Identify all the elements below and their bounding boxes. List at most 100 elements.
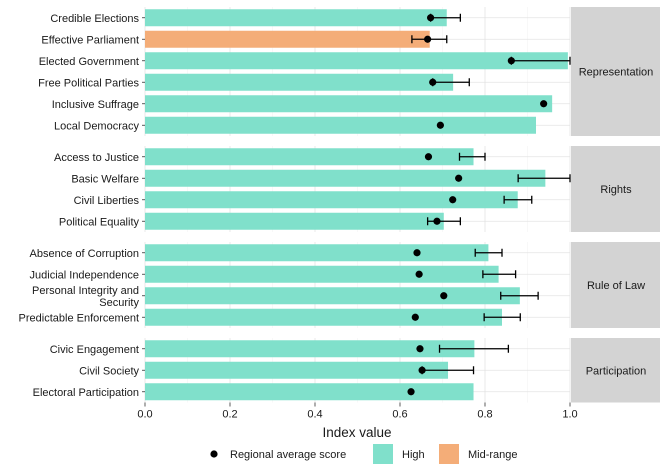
legend-item-regional-average-score: Regional average score — [210, 449, 346, 461]
x-tick-label: 0.2 — [222, 409, 237, 421]
y-tick-label: Local Democracy — [54, 120, 139, 132]
avg-point-personal-integrity-and-security — [440, 292, 448, 300]
bar-effective-parliament — [145, 30, 430, 48]
legend-label: Regional average score — [230, 449, 346, 461]
y-tick-label: Absence of Corruption — [30, 248, 139, 260]
y-tick-label: Civic Engagement — [50, 344, 139, 356]
bar-electoral-participation — [145, 383, 474, 401]
avg-point-free-political-parties — [429, 78, 437, 86]
avg-point-civil-society — [418, 366, 426, 374]
bar-judicial-independence — [145, 265, 499, 283]
avg-point-predictable-enforcement — [411, 313, 419, 321]
y-tick-label: Personal Integrity and Security — [32, 285, 140, 309]
row-personal-integrity-and-security: Personal Integrity and Security — [32, 285, 570, 309]
bar-civic-engagement — [145, 340, 475, 358]
row-free-political-parties: Free Political Parties — [38, 73, 570, 91]
y-tick-label: Basic Welfare — [71, 173, 139, 185]
bar-civil-society — [145, 361, 449, 379]
y-tick-label: Judicial Independence — [30, 269, 139, 281]
y-tick-label: Inclusive Suffrage — [52, 99, 139, 111]
facet-strip-label: Rule of Law — [587, 280, 645, 292]
bar-personal-integrity-and-security — [145, 287, 520, 305]
avg-point-basic-welfare — [455, 174, 463, 182]
x-tick-label: 1.0 — [562, 409, 577, 421]
y-tick-label: Predictable Enforcement — [19, 312, 139, 324]
bar-predictable-enforcement — [145, 308, 502, 326]
panel-participation: Civic Engagement Civil Society Electoral P… — [33, 338, 660, 403]
panel-rule-of-law: Absence of Corruption Judicial Independen… — [19, 242, 660, 328]
row-civic-engagement: Civic Engagement — [50, 340, 570, 358]
x-tick-label: 0.4 — [307, 409, 322, 421]
y-tick-label: Free Political Parties — [38, 77, 139, 89]
avg-point-civic-engagement — [416, 345, 424, 353]
bar-absence-of-corruption — [145, 244, 489, 262]
y-tick-label: Civil Liberties — [74, 195, 140, 207]
x-tick-label: 0.0 — [137, 409, 152, 421]
facet-strip — [571, 146, 660, 232]
chart-panels: Credible Elections Effective Parliament El… — [19, 7, 660, 403]
panel-rights: Access to Justice Basic Welfare Civil Libe… — [54, 146, 660, 232]
y-tick-label: Electoral Participation — [33, 387, 139, 399]
legend: Regional average score High Mid-range — [210, 444, 518, 464]
x-axis: 0.0 0.2 0.4 0.6 0.8 1.0 — [137, 402, 578, 421]
y-tick-label: Credible Elections — [50, 13, 139, 25]
legend-key-point — [210, 450, 218, 458]
facet-strip — [571, 7, 660, 136]
bar-basic-welfare — [145, 169, 546, 187]
x-tick-label: 0.8 — [477, 409, 492, 421]
row-electoral-participation: Electoral Participation — [33, 383, 570, 401]
y-tick-label: Elected Government — [39, 56, 139, 68]
row-absence-of-corruption: Absence of Corruption — [30, 244, 570, 262]
bar-credible-elections — [145, 9, 447, 27]
row-judicial-independence: Judicial Independence — [30, 265, 570, 283]
avg-point-local-democracy — [436, 121, 444, 129]
legend-item-high: High — [373, 444, 425, 464]
row-access-to-justice: Access to Justice — [54, 148, 570, 166]
bar-inclusive-suffrage — [145, 95, 553, 113]
legend-key-fill — [439, 444, 459, 464]
x-axis-label: Index value — [322, 425, 391, 440]
row-civil-society: Civil Society — [79, 361, 570, 379]
facet-strip — [571, 338, 660, 403]
facet-strip-label: Representation — [579, 67, 654, 79]
row-credible-elections: Credible Elections — [50, 9, 570, 27]
bar-local-democracy — [145, 116, 536, 134]
avg-point-access-to-justice — [424, 153, 433, 161]
bar-political-equality — [145, 212, 444, 230]
avg-point-judicial-independence — [415, 270, 423, 278]
y-tick-label: Effective Parliament — [41, 34, 139, 46]
legend-item-mid-range: Mid-range — [439, 444, 518, 464]
row-elected-government: Elected Government — [39, 52, 571, 70]
legend-label: High — [402, 449, 425, 461]
bar-civil-liberties — [145, 191, 518, 209]
facet-strip-label: Rights — [600, 184, 632, 196]
bar-access-to-justice — [145, 148, 474, 166]
row-inclusive-suffrage: Inclusive Suffrage — [52, 95, 570, 113]
bar-free-political-parties — [145, 73, 454, 91]
avg-point-political-equality — [433, 217, 441, 225]
avg-point-absence-of-corruption — [413, 249, 421, 257]
avg-point-inclusive-suffrage — [540, 100, 548, 108]
row-basic-welfare: Basic Welfare — [71, 169, 571, 187]
x-tick-label: 0.6 — [392, 409, 407, 421]
row-local-democracy: Local Democracy — [54, 116, 570, 134]
avg-point-elected-government — [507, 57, 515, 65]
facet-strip-label: Participation — [586, 365, 647, 377]
avg-point-electoral-participation — [407, 388, 415, 396]
y-tick-label: Civil Society — [79, 365, 139, 377]
bar-elected-government — [145, 52, 568, 70]
avg-point-effective-parliament — [424, 35, 432, 43]
row-predictable-enforcement: Predictable Enforcement — [19, 308, 570, 326]
row-civil-liberties: Civil Liberties — [74, 191, 570, 209]
y-tick-label: Access to Justice — [54, 152, 139, 164]
avg-point-civil-liberties — [449, 196, 457, 204]
y-tick-label: Political Equality — [59, 216, 140, 228]
row-effective-parliament: Effective Parliament — [41, 30, 570, 48]
panel-representation: Credible Elections Effective Parliament El… — [38, 7, 660, 136]
legend-key-fill — [373, 444, 393, 464]
avg-point-credible-elections — [427, 14, 435, 22]
facet-strip — [571, 242, 660, 328]
row-political-equality: Political Equality — [59, 212, 570, 230]
legend-label: Mid-range — [468, 449, 518, 461]
